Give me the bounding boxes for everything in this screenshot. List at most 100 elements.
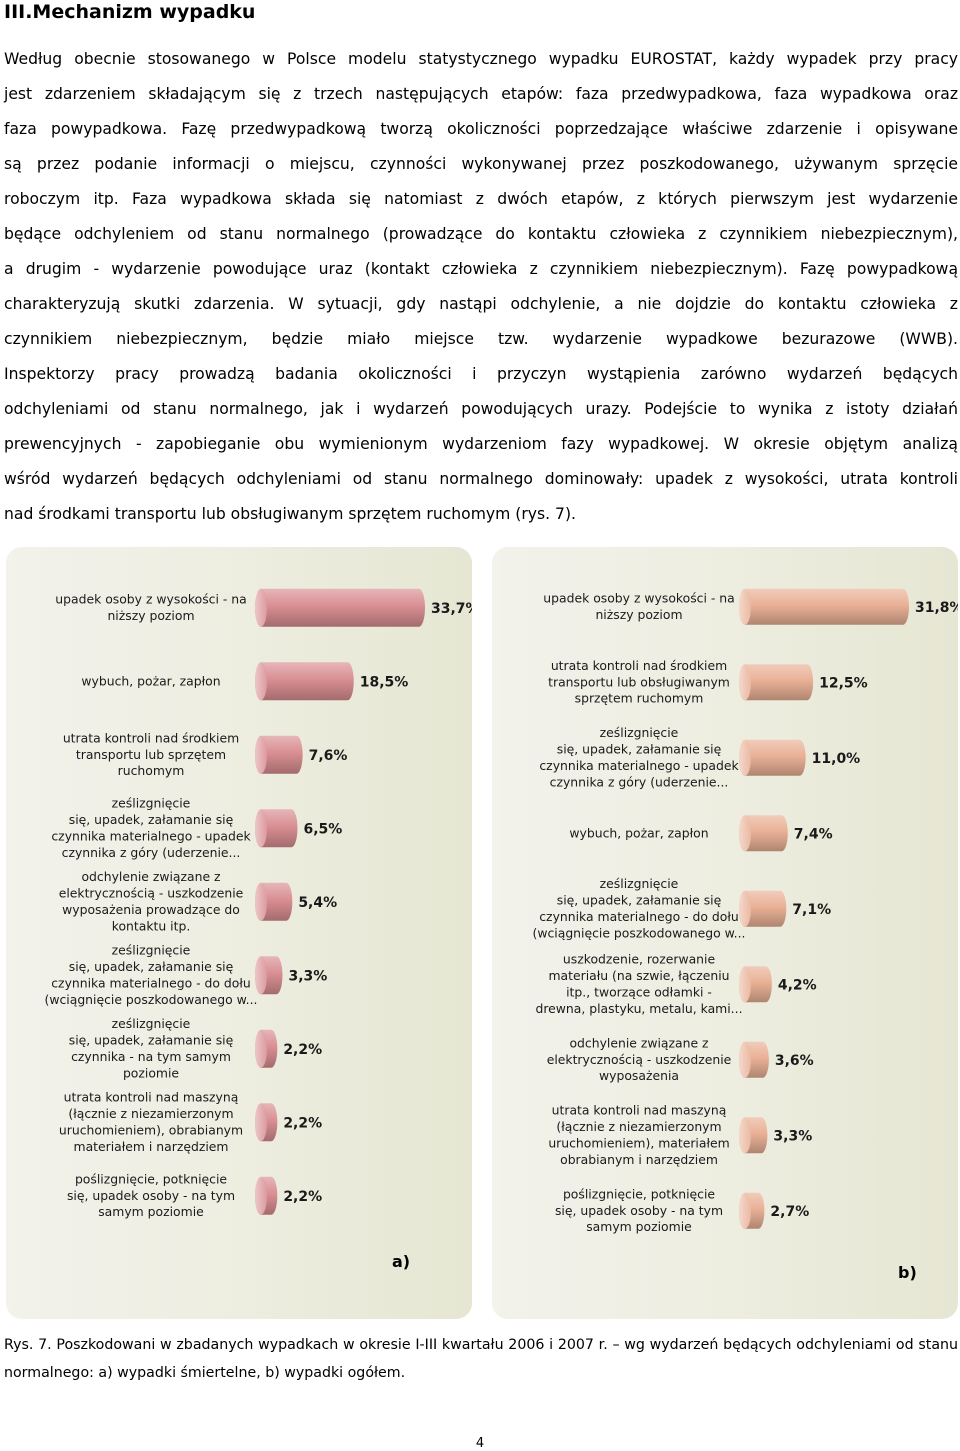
value-label: 12,5% [819,675,868,691]
bar-cap [255,809,267,848]
value-label: 7,6% [309,748,348,764]
category-label-line: wybuch, pożar, zapłon [569,825,708,840]
category-label-line: się, upadek, załamanie się [69,812,234,827]
category-label-line: utrata kontroli nad maszyną [552,1103,727,1118]
category-label-line: (łącznie z niezamierzonym [556,1119,721,1134]
category-label-line: itp., tworzące odłamki - [566,984,712,999]
category-label-line: kontaktu itp. [112,918,191,933]
category-label: utrata kontroli nad maszyną (łącznie z ni… [59,1090,243,1154]
category-label-line: czynnika materialnego - do dołu [51,975,250,990]
bar-cap [739,664,751,701]
category-label-line: utrata kontroli nad środkiem [551,658,727,673]
bar [739,588,909,625]
value-label: 18,5% [360,674,409,690]
value-label: 3,3% [773,1128,812,1144]
chart-a-svg: 33,7% upadek osoby z wysokości - naniższy… [45,588,472,1271]
value-label: 31,8% [915,600,958,616]
figure-caption: Rys. 7. Poszkodowani w zbadanych wypadka… [4,1331,958,1387]
category-label-line: sprzętem ruchomym [575,691,704,706]
category-label: upadek osoby z wysokości - na niższy pozi… [55,592,246,623]
category-label-line: transportu lub obsługiwanym [548,674,730,689]
category-label: upadek osoby z wysokości - na niższy pozi… [543,591,734,622]
value-label: 2,7% [770,1204,809,1220]
category-label-line: elektrycznością - uszkodzenie [59,886,244,901]
category-label-line: obrabianym i narzędziem [560,1152,718,1167]
category-label-line: upadek osoby z wysokości - na [55,592,246,607]
category-label-line: się, upadek, załamanie się [69,1033,234,1048]
category-label-line: uszkodzenie, rozerwanie [563,952,715,967]
paragraph-line: a drugim - wydarzenie powodujące uraz (k… [4,260,958,278]
category-label-line: się, upadek osoby - na tym [555,1203,723,1218]
category-label-line: poziomie [123,1065,179,1080]
caption-line: Rys. 7. Poszkodowani w zbadanych wypadka… [4,1337,958,1353]
bar [255,588,425,627]
panel-label: b) [898,1263,917,1282]
category-label: wybuch, pożar, zapłon [81,673,220,688]
bar-cap [739,1041,751,1078]
bar-cap [739,1117,751,1154]
value-label: 7,1% [792,902,831,918]
category-label-line: czynnika - na tym samym [71,1049,231,1064]
paragraph-line: prewencyjnych - zapobieganie obu wymieni… [4,435,958,453]
paragraph-line: charakteryzują skutki zdarzenia. W sytua… [4,295,958,313]
category-label-line: uruchomieniem), materiałem [548,1135,729,1150]
paragraph-line: nad środkami transportu lub obsługiwanym… [4,505,577,523]
category-label-line: czynnika z góry (uderzenie... [62,845,241,860]
category-label-line: się, upadek, załamanie się [557,893,722,908]
category-label-line: ześlizgnięcie [112,796,191,811]
paragraph-line: roboczym itp. Faza wypadkowa składa się … [4,190,958,208]
category-label-line: utrata kontroli nad środkiem [63,730,239,745]
category-label-line: się, upadek, załamanie się [69,959,234,974]
category-label-line: wyposażenia prowadzące do [62,902,240,917]
category-label-line: ześlizgnięcie [112,943,191,958]
value-label: 4,2% [778,977,817,993]
bar [739,739,806,776]
category-label: poślizgnięcie, potknięcie się, upadek oso… [67,1171,235,1219]
bar-cap [739,966,751,1003]
paragraph-line: są przez podanie informacji o miejscu, c… [4,155,958,173]
bar-cap [255,588,267,627]
category-label-line: ześlizgnięcie [112,1016,191,1031]
category-label: utrata kontroli nad maszyną (łącznie z ni… [548,1103,729,1167]
page-number: 4 [475,1436,485,1451]
value-label: 11,0% [812,751,861,767]
category-label: ześlizgnięcie się, upadek, załamanie się c… [69,1016,234,1080]
category-label-line: upadek osoby z wysokości - na [543,591,734,606]
value-label: 2,2% [283,1189,322,1205]
category-label-line: czynnika materialnego - upadek [51,828,251,843]
category-label: utrata kontroli nad środkiem transportu l… [548,658,730,706]
chart-panel-a: 33,7% upadek osoby z wysokości - naniższy… [6,547,472,1319]
category-label-line: poślizgnięcie, potknięcie [75,1171,227,1186]
bar-cap [255,1103,267,1142]
paragraph-line: odchyleniami od stanu normalnego, jak i … [4,400,958,418]
paragraph-line: wśród wydarzeń będących odchyleniami od … [4,470,958,488]
category-label: utrata kontroli nad środkiem transportu l… [63,730,239,778]
chart-b-svg: 31,8% upadek osoby z wysokości - naniższy… [533,588,958,1282]
value-label: 2,2% [283,1115,322,1131]
category-label-line: (łącznie z niezamierzonym [68,1106,233,1121]
paragraph-line: faza powypadkowa. Fazę przedwypadkową tw… [4,120,958,138]
category-label: ześlizgnięcie się, upadek, załamanie się c… [51,796,251,860]
category-label-line: transportu lub sprzętem [76,747,226,762]
category-label-line: samym poziomie [98,1204,204,1219]
category-label-line: się, upadek osoby - na tym [67,1188,235,1203]
bar [255,735,303,774]
category-label: ześlizgnięcie się, upadek, załamanie się c… [539,725,739,789]
caption-line: normalnego: a) wypadki śmiertelne, b) wy… [4,1365,406,1381]
category-label-line: niższy poziom [595,607,682,622]
bar [255,662,354,701]
paragraph-line: będące odchyleniem od stanu normalnego (… [4,225,958,243]
paragraph-line: jest zdarzeniem składającym się z trzech… [4,85,958,103]
paragraph-line: czynnikiem niebezpiecznym, będzie miało … [4,330,958,348]
bar-cap [739,739,751,776]
category-label-line: odchylenie związane z [569,1035,708,1050]
bar [739,664,814,701]
value-label: 3,3% [288,968,327,984]
category-label-line: ześlizgnięcie [600,876,679,891]
category-label-line: czynnika z góry (uderzenie... [550,774,729,789]
value-label: 5,4% [298,895,337,911]
body-paragraph: Według obecnie stosowanego w Polsce mode… [4,42,958,532]
paragraph-line: Inspektorzy pracy prowadzą badania okoli… [4,365,958,383]
category-label-line: się, upadek, załamanie się [557,742,722,757]
category-label: ześlizgnięcie się, upadek, załamanie się c… [533,876,746,940]
